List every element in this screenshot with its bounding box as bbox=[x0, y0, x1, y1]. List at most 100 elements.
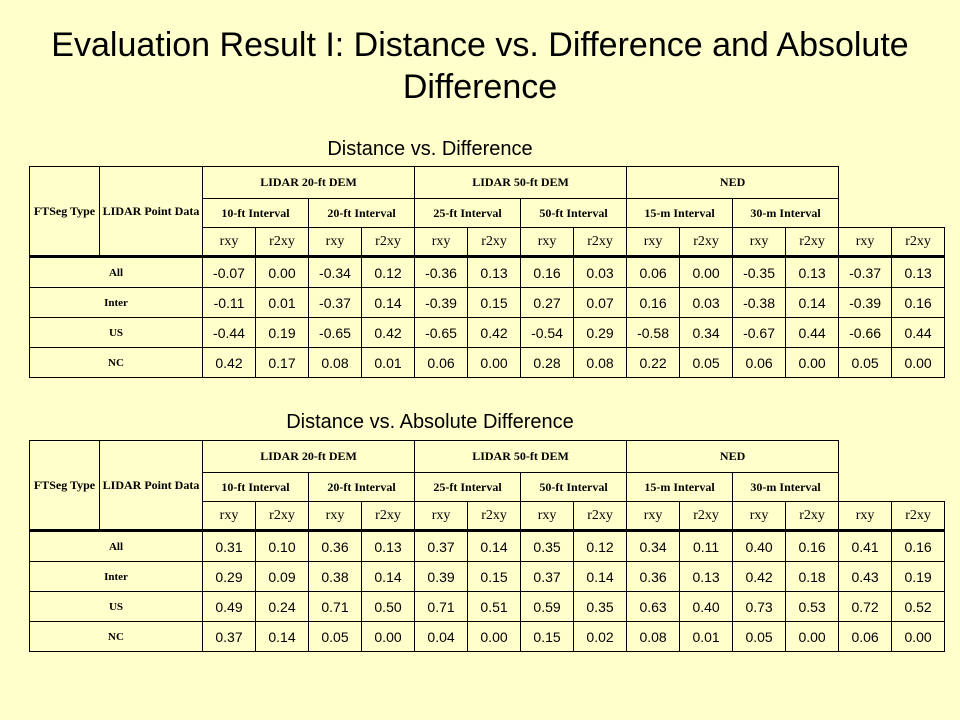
table-cell: 0.08 bbox=[626, 621, 681, 652]
stat-header: r2xy bbox=[360, 227, 416, 257]
header-row-groups: FTSeg Type LIDAR Point Data LIDAR 20-ft DE… bbox=[29, 166, 945, 257]
table-cell: 0.42 bbox=[360, 317, 416, 348]
table-cell: 0.42 bbox=[732, 561, 787, 592]
table-cell: 0.01 bbox=[360, 347, 416, 378]
table-cell: -0.66 bbox=[838, 317, 893, 348]
row-label: All bbox=[29, 255, 203, 288]
stat-header: rxy bbox=[732, 227, 787, 257]
row-label: NC bbox=[29, 621, 203, 652]
table-cell: 0.14 bbox=[255, 621, 309, 652]
table-cell: 0.12 bbox=[573, 529, 628, 562]
table-cell: 0.37 bbox=[520, 561, 575, 592]
interval-header: 15-m Interval bbox=[626, 198, 734, 228]
table-cell: 0.71 bbox=[414, 591, 469, 622]
table-cell: 0.35 bbox=[573, 591, 628, 622]
group-header: LIDAR 20-ft DEM bbox=[201, 166, 416, 199]
table-cell: 0.36 bbox=[626, 561, 681, 592]
table-cell: 0.39 bbox=[414, 561, 469, 592]
table-cell: 0.13 bbox=[360, 529, 416, 562]
table-cell: -0.37 bbox=[308, 287, 362, 318]
group-header: LIDAR 50-ft DEM bbox=[414, 440, 628, 473]
table-cell: 0.14 bbox=[467, 529, 522, 562]
table-cell: 0.05 bbox=[308, 621, 362, 652]
table-cell: 0.14 bbox=[360, 287, 416, 318]
table-cell: 0.10 bbox=[255, 529, 309, 562]
interval-header: 10-ft Interval bbox=[202, 198, 309, 228]
stat-header: rxy bbox=[520, 501, 575, 531]
table-cell: 0.36 bbox=[308, 529, 362, 562]
row-label: All bbox=[29, 529, 203, 562]
row-label: US bbox=[29, 317, 203, 348]
table-cell: 0.11 bbox=[679, 529, 734, 562]
table-cell: 0.00 bbox=[891, 347, 946, 378]
stat-header: r2xy bbox=[679, 501, 734, 531]
row-label: NC bbox=[29, 347, 203, 378]
table-cell: 0.63 bbox=[626, 591, 681, 622]
table-cell: 0.16 bbox=[891, 287, 946, 318]
table-cell: -0.65 bbox=[414, 317, 469, 348]
table-cell: 0.02 bbox=[573, 621, 628, 652]
table-cell: 0.14 bbox=[360, 561, 416, 592]
stat-header: r2xy bbox=[255, 501, 309, 531]
table-cell: 0.00 bbox=[467, 347, 522, 378]
table-cell: -0.11 bbox=[202, 287, 256, 318]
table-cell: 0.00 bbox=[360, 621, 416, 652]
table-cell: 0.13 bbox=[785, 255, 840, 288]
interval-header: 50-ft Interval bbox=[520, 472, 628, 502]
ftseg-type-header: FTSeg Type bbox=[29, 440, 100, 531]
table-cell: 0.04 bbox=[414, 621, 469, 652]
table-row: All 0.31 0.10 0.36 0.13 0.37 0.14 0.35 0.12 0.34 0… bbox=[29, 529, 946, 562]
table-cell: 0.59 bbox=[520, 591, 575, 622]
table-cell: 0.01 bbox=[679, 621, 734, 652]
table-cell: 0.13 bbox=[467, 255, 522, 288]
table-cell: 0.40 bbox=[679, 591, 734, 622]
stat-header: rxy bbox=[838, 227, 893, 257]
table-cell: 0.73 bbox=[732, 591, 787, 622]
lidar-point-data-header: LIDAR Point Data bbox=[99, 166, 203, 257]
table-cell: 0.35 bbox=[520, 529, 575, 562]
table-cell: 0.52 bbox=[891, 591, 946, 622]
table-cell: 0.05 bbox=[732, 621, 787, 652]
interval-header: 25-ft Interval bbox=[414, 472, 522, 502]
table-cell: 0.19 bbox=[891, 561, 946, 592]
row-label: Inter bbox=[29, 287, 203, 318]
table-cell: -0.54 bbox=[520, 317, 575, 348]
table-row: NC 0.42 0.17 0.08 0.01 0.06 0.00 0.28 0.08 0.22 0.… bbox=[29, 347, 946, 378]
table-cell: -0.39 bbox=[838, 287, 893, 318]
table-cell: 0.08 bbox=[573, 347, 628, 378]
table-cell: 0.16 bbox=[626, 287, 681, 318]
table-row: NC 0.37 0.14 0.05 0.00 0.04 0.00 0.15 0.02 0.08 0.… bbox=[29, 621, 946, 652]
table-cell: 0.05 bbox=[679, 347, 734, 378]
stat-header: rxy bbox=[308, 227, 362, 257]
table-cell: 0.40 bbox=[732, 529, 787, 562]
stat-header: r2xy bbox=[467, 501, 522, 531]
table-cell: 0.24 bbox=[255, 591, 309, 622]
stat-header: r2xy bbox=[573, 227, 628, 257]
interval-header: 30-m Interval bbox=[732, 472, 840, 502]
table-cell: 0.15 bbox=[467, 287, 522, 318]
table-cell: 0.44 bbox=[785, 317, 840, 348]
table-cell: -0.38 bbox=[732, 287, 787, 318]
table-cell: 0.13 bbox=[891, 255, 946, 288]
table-cell: 0.06 bbox=[732, 347, 787, 378]
interval-header: 10-ft Interval bbox=[202, 472, 309, 502]
table-cell: 0.14 bbox=[573, 561, 628, 592]
stat-header: rxy bbox=[626, 501, 681, 531]
table-cell: -0.39 bbox=[414, 287, 469, 318]
table-cell: 0.50 bbox=[360, 591, 416, 622]
table-cell: -0.44 bbox=[202, 317, 256, 348]
table-cell: 0.00 bbox=[467, 621, 522, 652]
table-cell: 0.53 bbox=[785, 591, 840, 622]
table-cell: 0.00 bbox=[255, 255, 309, 288]
table-cell: 0.49 bbox=[202, 591, 256, 622]
stat-header: rxy bbox=[308, 501, 362, 531]
row-label: Inter bbox=[29, 561, 203, 592]
stat-header: rxy bbox=[414, 227, 469, 257]
table-cell: 0.12 bbox=[360, 255, 416, 288]
table-cell: 0.05 bbox=[838, 347, 893, 378]
table-cell: 0.06 bbox=[414, 347, 469, 378]
group-header: NED bbox=[626, 440, 840, 473]
interval-header: 25-ft Interval bbox=[414, 198, 522, 228]
table-cell: 0.00 bbox=[679, 255, 734, 288]
stat-header: rxy bbox=[202, 227, 256, 257]
